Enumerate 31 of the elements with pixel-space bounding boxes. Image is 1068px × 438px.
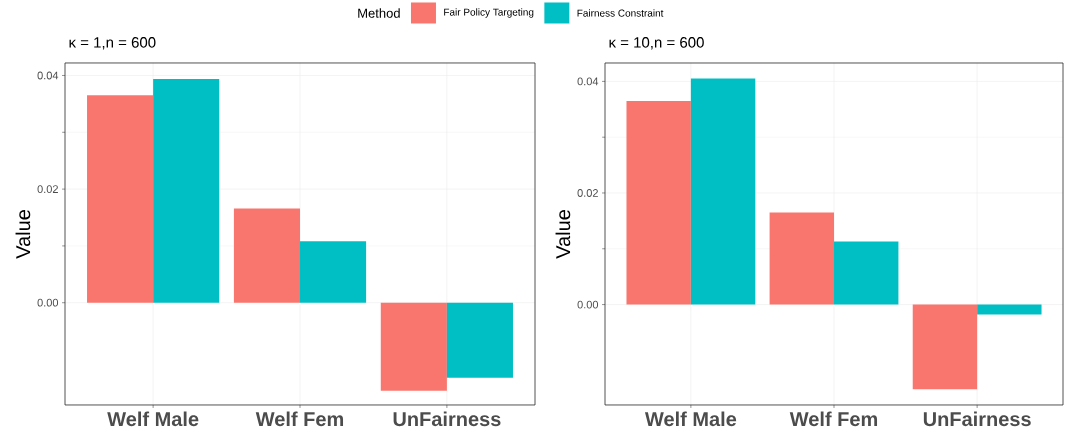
bar xyxy=(233,208,301,303)
bar xyxy=(626,100,691,305)
bar xyxy=(977,304,1042,315)
bar xyxy=(769,212,835,305)
x-tick-label: UnFairness xyxy=(923,411,1031,427)
bar xyxy=(300,241,367,303)
bar xyxy=(834,241,899,305)
y-tick-label: 0.02 xyxy=(577,189,598,197)
legend-label: Fair Policy Targeting xyxy=(444,8,534,18)
y-tick-label: 0.04 xyxy=(577,77,599,86)
chart-title: κ = 1,n = 600 xyxy=(69,37,156,50)
x-tick-label: Welf Male xyxy=(644,411,737,427)
x-tick-label: Welf Male xyxy=(107,411,199,427)
y-tick-label: 0.02 xyxy=(37,185,58,193)
bar xyxy=(912,304,978,390)
bar xyxy=(153,78,220,303)
y-tick-label: 0.00 xyxy=(37,298,59,307)
chart-title: κ = 10,n = 600 xyxy=(609,37,704,50)
bar xyxy=(380,302,447,391)
legend-title: Method xyxy=(358,8,400,18)
bar xyxy=(446,302,513,378)
bar xyxy=(87,95,154,303)
bar xyxy=(690,78,756,305)
y-axis-title: Value xyxy=(555,210,571,259)
y-axis-title: Value xyxy=(15,210,31,259)
x-tick-label: UnFairness xyxy=(393,411,501,427)
legend-label: Fairness Constraint xyxy=(577,9,664,17)
y-tick-label: 0.04 xyxy=(37,71,59,80)
x-tick-label: Welf Fem xyxy=(789,411,878,427)
x-tick-label: Welf Fem xyxy=(255,411,344,427)
y-tick-label: 0.00 xyxy=(577,300,599,309)
